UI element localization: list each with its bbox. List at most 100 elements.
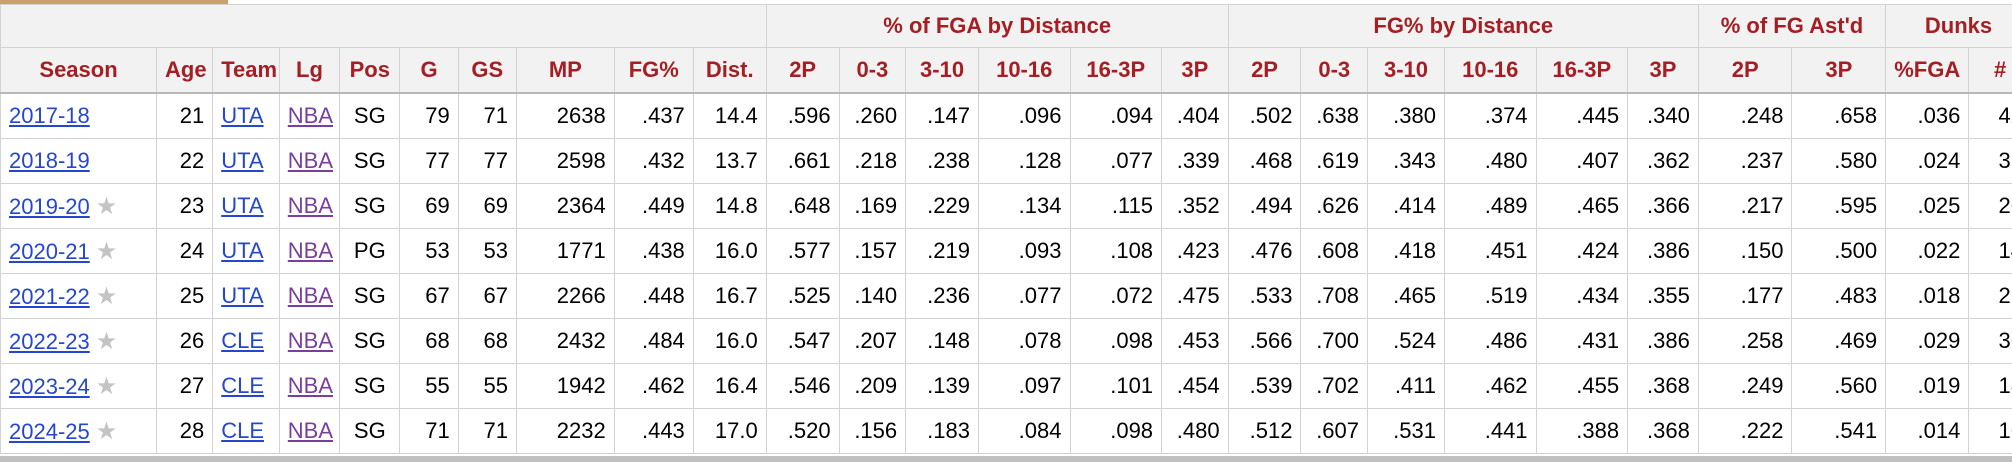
stat-cell-pct-2p: .512: [1227, 408, 1302, 454]
stat-cell-fga-2p: .661: [765, 138, 840, 184]
column-header[interactable]: 3-10: [905, 47, 979, 94]
stat-cell-fga-2p: .577: [765, 228, 840, 274]
column-header[interactable]: GS: [457, 47, 517, 94]
team-link[interactable]: UTA: [221, 148, 264, 173]
column-header[interactable]: 0-3: [1300, 47, 1369, 94]
column-header[interactable]: 0-3: [838, 47, 907, 94]
table-bottom-rule: [0, 456, 2012, 462]
stat-cell-ast-2p: .248: [1697, 92, 1793, 139]
team-link[interactable]: UTA: [221, 283, 264, 308]
column-header[interactable]: Lg: [278, 47, 341, 94]
season-link[interactable]: 2019-20: [9, 193, 90, 219]
stat-cell-fga-3-10: .147: [905, 92, 979, 139]
column-header[interactable]: 2P: [1227, 47, 1302, 94]
column-header[interactable]: G: [399, 47, 459, 94]
column-header[interactable]: 10-16: [1444, 47, 1537, 94]
stat-cell-g: 79: [399, 92, 459, 139]
team-link[interactable]: CLE: [221, 418, 265, 443]
stat-cell-dist: 16.0: [692, 228, 767, 274]
stat-cell-fga-3p: .352: [1161, 183, 1229, 229]
stat-cell-fg: .484: [613, 318, 694, 364]
stat-cell-fga-10-16: .097: [977, 363, 1071, 409]
column-header[interactable]: Age: [156, 47, 214, 94]
column-header[interactable]: Dist.: [692, 47, 767, 94]
stat-cell-pct-0-3: .626: [1300, 183, 1369, 229]
team-link[interactable]: UTA: [221, 193, 264, 218]
column-header[interactable]: 3P: [1791, 47, 1887, 94]
table-row: 2018-19 22 UTA NBA SG 77 77 2598.432 13.7.661.21…: [0, 138, 2012, 184]
league-link[interactable]: NBA: [287, 238, 334, 263]
column-header[interactable]: 16-3P: [1069, 47, 1163, 94]
table-row: 2017-18 21 UTA NBA SG 79 71 2638.437 14.4.596.26…: [0, 92, 2012, 139]
stat-cell-pct-2p: .502: [1227, 92, 1302, 139]
season-link[interactable]: 2023-24: [9, 373, 90, 399]
league-link[interactable]: NBA: [287, 373, 334, 398]
column-header[interactable]: 16-3P: [1535, 47, 1629, 94]
stat-cell-age: 23: [156, 183, 214, 229]
stat-cell-dunk-fga: .018: [1885, 273, 1970, 319]
stat-cell-fga-3p: .480: [1161, 408, 1229, 454]
stat-cell-fga-3-10: .229: [905, 183, 979, 229]
stat-cell-pos: SG: [339, 318, 401, 364]
league-link[interactable]: NBA: [287, 328, 334, 353]
stat-cell-pct-10-16: .489: [1444, 183, 1537, 229]
stat-cell-pos: SG: [339, 273, 401, 319]
season-link[interactable]: 2022-23: [9, 328, 90, 354]
column-header[interactable]: FG%: [613, 47, 694, 94]
team-link[interactable]: UTA: [221, 103, 264, 128]
stat-cell-pct-3-10: .411: [1367, 363, 1445, 409]
star-icon: ★: [95, 372, 118, 400]
column-header[interactable]: 2P: [765, 47, 840, 94]
stat-cell-dunk-fga: .029: [1885, 318, 1970, 364]
stat-cell-pos: SG: [339, 183, 401, 229]
over-header-fgpct-distance: FG% by Distance: [1227, 4, 1699, 48]
league-link[interactable]: NBA: [287, 193, 334, 218]
stat-cell-fga-3-10: .139: [905, 363, 979, 409]
stat-cell-pct-0-3: .700: [1300, 318, 1369, 364]
stat-cell-fga-10-16: .096: [977, 92, 1071, 139]
league-link[interactable]: NBA: [287, 103, 334, 128]
stat-cell-pct-3p: .386: [1627, 318, 1699, 364]
stat-cell-pct-3p: .355: [1627, 273, 1699, 319]
season-link[interactable]: 2021-22: [9, 283, 90, 309]
season-link[interactable]: 2018-19: [9, 148, 90, 173]
stat-cell-mp: 2638: [515, 92, 615, 139]
stat-cell-mp: 2598: [515, 138, 615, 184]
stat-cell-dunk-fga: .024: [1885, 138, 1970, 184]
stat-cell-fga-10-16: .077: [977, 273, 1071, 319]
team-link[interactable]: CLE: [221, 373, 265, 398]
stat-cell-pct-2p: .533: [1227, 273, 1302, 319]
column-header[interactable]: Season: [0, 47, 158, 94]
column-header[interactable]: 3P: [1161, 47, 1229, 94]
stat-cell-dunks: 21: [1968, 273, 2012, 319]
stat-cell-fga-3p: .454: [1161, 363, 1229, 409]
column-header[interactable]: 3P: [1627, 47, 1699, 94]
stat-cell-fg: .432: [613, 138, 694, 184]
column-header[interactable]: Pos: [339, 47, 401, 94]
table-body: 2017-18 21 UTA NBA SG 79 71 2638.437 14.4.596.26…: [0, 92, 2012, 454]
column-header[interactable]: 3-10: [1367, 47, 1445, 94]
team-link[interactable]: CLE: [221, 328, 265, 353]
league-link[interactable]: NBA: [287, 418, 334, 443]
column-header[interactable]: MP: [515, 47, 615, 94]
stat-cell-age: 21: [156, 92, 214, 139]
table-row: 2023-24 ★ 27 CLE NBA SG 55 55 1942.462 16.4.546.2…: [0, 363, 2012, 409]
stat-cell-gs: 69: [457, 183, 517, 229]
stat-cell-pct-3-10: .414: [1367, 183, 1445, 229]
stat-cell-mp: 1771: [515, 228, 615, 274]
season-link[interactable]: 2024-25: [9, 418, 90, 444]
season-link[interactable]: 2017-18: [9, 103, 90, 128]
column-header[interactable]: #: [1968, 47, 2012, 94]
league-link[interactable]: NBA: [287, 283, 334, 308]
stat-cell-gs: 68: [457, 318, 517, 364]
column-header[interactable]: %FGA: [1885, 47, 1970, 94]
stat-cell-fga-16-3p: .108: [1069, 228, 1163, 274]
season-link[interactable]: 2020-21: [9, 238, 90, 264]
league-link[interactable]: NBA: [287, 148, 334, 173]
team-link[interactable]: UTA: [221, 238, 264, 263]
stat-cell-pct-2p: .468: [1227, 138, 1302, 184]
stat-cell-fga-0-3: .209: [838, 363, 907, 409]
column-header[interactable]: Team: [212, 47, 280, 94]
column-header[interactable]: 10-16: [977, 47, 1071, 94]
column-header[interactable]: 2P: [1697, 47, 1793, 94]
